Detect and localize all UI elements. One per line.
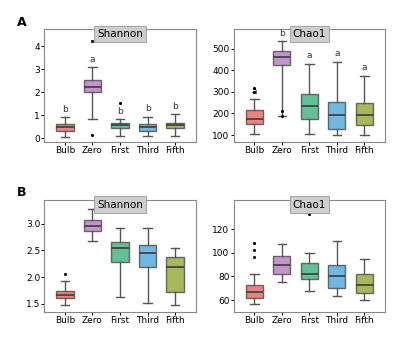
PathPatch shape <box>273 51 290 65</box>
PathPatch shape <box>328 265 345 288</box>
Text: a: a <box>307 51 312 61</box>
Text: Chao1: Chao1 <box>293 29 326 39</box>
Text: b: b <box>172 102 178 111</box>
Text: a: a <box>90 55 95 64</box>
PathPatch shape <box>84 80 101 92</box>
Text: Chao1: Chao1 <box>293 200 326 209</box>
PathPatch shape <box>166 257 184 291</box>
Text: a: a <box>362 63 367 72</box>
PathPatch shape <box>301 264 318 279</box>
PathPatch shape <box>139 124 156 131</box>
PathPatch shape <box>246 110 263 124</box>
PathPatch shape <box>112 122 128 128</box>
Text: B: B <box>17 186 27 199</box>
PathPatch shape <box>56 124 74 131</box>
Text: Shannon: Shannon <box>97 200 143 209</box>
PathPatch shape <box>139 245 156 268</box>
PathPatch shape <box>301 94 318 119</box>
PathPatch shape <box>273 256 290 274</box>
PathPatch shape <box>356 103 373 125</box>
Text: a: a <box>252 87 257 96</box>
Text: b: b <box>145 104 150 114</box>
PathPatch shape <box>56 291 74 299</box>
PathPatch shape <box>246 285 263 298</box>
PathPatch shape <box>112 242 128 262</box>
PathPatch shape <box>328 102 345 129</box>
Text: b: b <box>62 105 68 114</box>
Text: Shannon: Shannon <box>97 29 143 39</box>
Text: b: b <box>117 107 123 116</box>
Text: a: a <box>334 49 340 58</box>
Text: b: b <box>279 29 285 38</box>
Text: A: A <box>17 16 27 29</box>
PathPatch shape <box>356 274 373 293</box>
PathPatch shape <box>84 220 101 231</box>
PathPatch shape <box>166 122 184 128</box>
